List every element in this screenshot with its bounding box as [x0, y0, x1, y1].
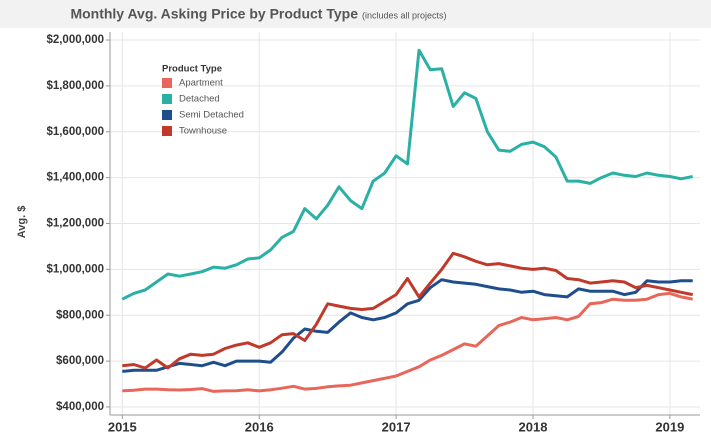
line [122, 251, 693, 370]
title-bar [0, 0, 711, 28]
y-tick-label: $1,200,000 [46, 218, 104, 230]
legend-swatch [162, 94, 172, 104]
chart-title: Monthly Avg. Asking Price by Product Typ… [70, 6, 358, 22]
x-tick-label: 2017 [382, 419, 411, 434]
y-tick-label: $1,400,000 [46, 172, 104, 184]
legend-title: Product Type [162, 64, 222, 75]
x-tick-label: 2018 [519, 419, 548, 434]
legend-swatch [162, 78, 172, 88]
line [122, 291, 693, 393]
line [122, 278, 693, 373]
x-tick-label: 2016 [245, 419, 274, 434]
legend-label: Detached [179, 94, 220, 105]
y-tick-label: $800,000 [56, 309, 104, 321]
line [121, 48, 693, 301]
y-axis-label: Avg. $ [16, 206, 28, 239]
legend-label: Semi Detached [179, 110, 244, 121]
legend-swatch [162, 110, 172, 120]
legend-swatch [162, 126, 172, 136]
y-tick-label: $400,000 [56, 401, 104, 413]
y-tick-label: $1,800,000 [46, 80, 104, 92]
legend-label: Apartment [179, 78, 223, 89]
chart-subtitle: (includes all projects) [362, 10, 447, 20]
y-tick-label: $2,000,000 [46, 34, 104, 46]
x-tick-label: 2019 [655, 419, 684, 434]
y-tick-label: $1,000,000 [46, 263, 104, 275]
y-tick-label: $600,000 [56, 355, 104, 367]
y-tick-label: $1,600,000 [46, 126, 104, 138]
x-tick-label: 2015 [108, 419, 137, 434]
legend-label: Townhouse [179, 126, 227, 137]
